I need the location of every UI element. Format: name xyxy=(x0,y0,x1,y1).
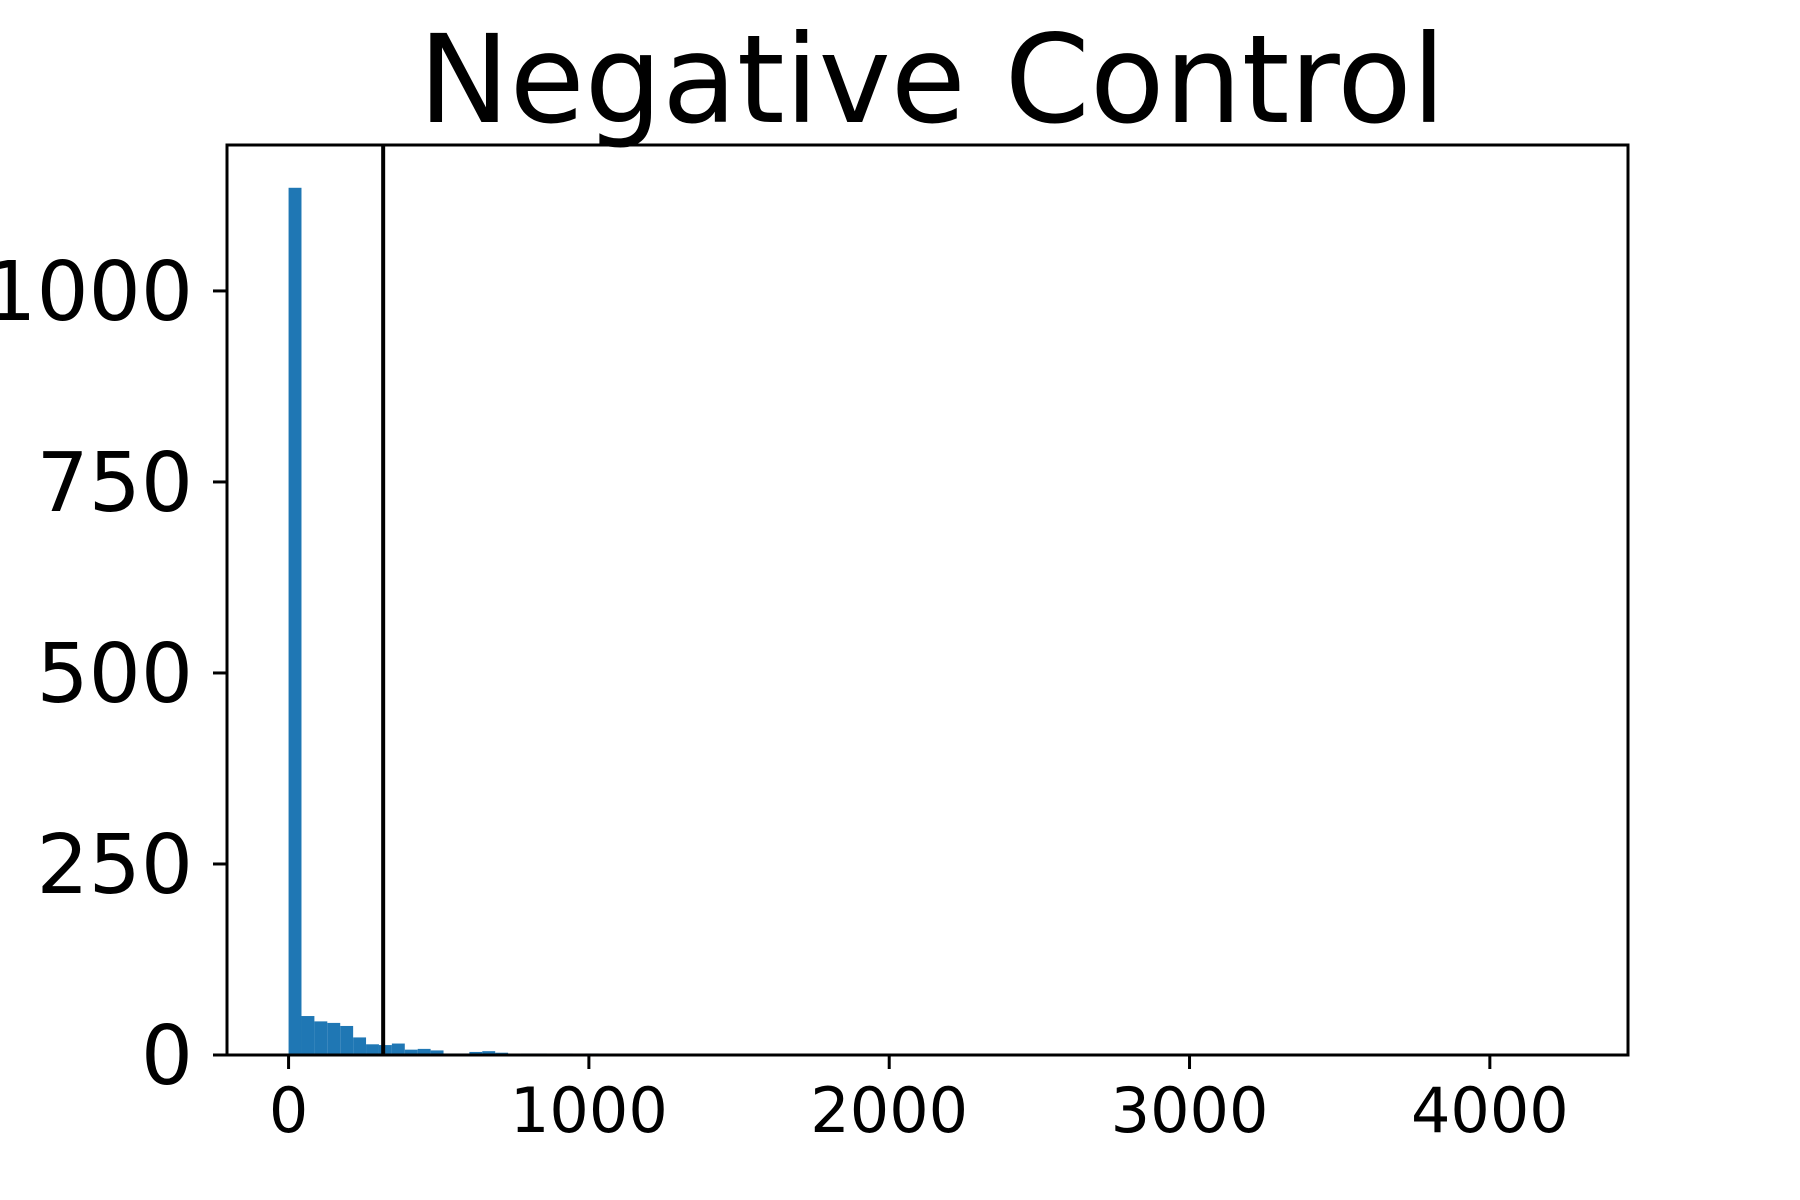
histogram-bar xyxy=(327,1022,341,1055)
x-tick-label: 1000 xyxy=(510,1074,668,1147)
histogram-bar xyxy=(366,1044,379,1055)
chart-title: Negative Control xyxy=(418,9,1445,151)
x-tick-label: 4000 xyxy=(1411,1074,1569,1147)
histogram-bar xyxy=(301,1016,315,1055)
histogram-bar xyxy=(417,1048,431,1055)
x-tick-label: 2000 xyxy=(810,1074,968,1147)
y-tick-label: 1000 xyxy=(0,245,193,340)
x-tick-label: 3000 xyxy=(1111,1074,1269,1147)
histogram-bar xyxy=(378,1045,392,1055)
histogram-bar xyxy=(404,1049,418,1055)
histogram-bar xyxy=(391,1043,405,1055)
y-axis: 0 250 500 750 1000 xyxy=(0,245,227,1104)
histogram-bar xyxy=(353,1037,367,1055)
histogram-bar xyxy=(482,1051,496,1055)
plot-frame xyxy=(225,143,1630,1057)
histogram-bar xyxy=(469,1051,483,1055)
histogram-bars xyxy=(288,187,612,1055)
y-tick-label: 0 xyxy=(141,1009,193,1104)
histogram-bar xyxy=(340,1025,354,1055)
histogram-bar xyxy=(314,1021,328,1055)
y-tick-label: 250 xyxy=(36,818,193,913)
histogram-bar xyxy=(430,1050,444,1055)
x-axis: 0 1000 2000 3000 4000 xyxy=(269,1055,1569,1147)
y-tick-label: 500 xyxy=(36,627,193,722)
x-tick-label: 0 xyxy=(269,1074,308,1147)
y-tick-label: 750 xyxy=(36,436,193,531)
histogram-bar xyxy=(288,187,302,1055)
